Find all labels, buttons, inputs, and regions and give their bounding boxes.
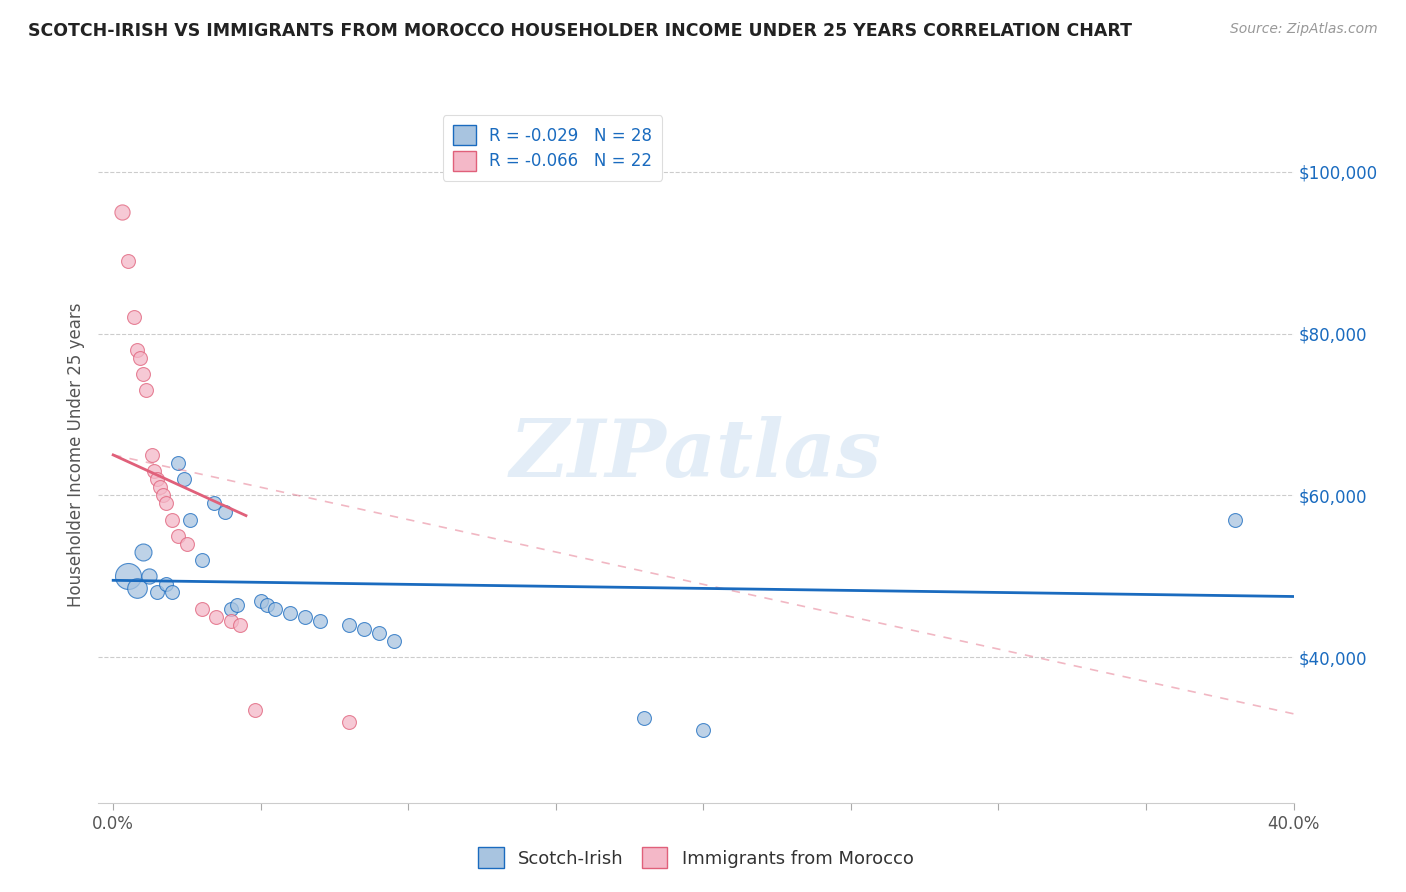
Point bbox=[219, 601, 242, 615]
Point bbox=[226, 598, 249, 612]
Point bbox=[141, 448, 163, 462]
Point bbox=[202, 496, 225, 510]
Point bbox=[214, 504, 236, 518]
Point bbox=[190, 553, 212, 567]
Point bbox=[155, 496, 177, 510]
Point bbox=[367, 626, 389, 640]
Point bbox=[160, 585, 183, 599]
Point bbox=[149, 480, 172, 494]
Point bbox=[1223, 513, 1246, 527]
Point bbox=[179, 513, 201, 527]
Point bbox=[122, 310, 145, 325]
Point bbox=[190, 601, 212, 615]
Point bbox=[692, 723, 714, 737]
Point bbox=[205, 609, 228, 624]
Point bbox=[176, 537, 198, 551]
Point bbox=[229, 617, 252, 632]
Point bbox=[138, 569, 160, 583]
Point bbox=[146, 585, 169, 599]
Point bbox=[131, 545, 153, 559]
Point bbox=[125, 582, 148, 596]
Point bbox=[243, 703, 266, 717]
Point bbox=[308, 614, 330, 628]
Point bbox=[117, 569, 139, 583]
Text: Source: ZipAtlas.com: Source: ZipAtlas.com bbox=[1230, 22, 1378, 37]
Point bbox=[128, 351, 150, 365]
Point bbox=[249, 593, 271, 607]
Point bbox=[143, 464, 166, 478]
Point bbox=[135, 383, 157, 397]
Point bbox=[219, 614, 242, 628]
Point bbox=[167, 529, 190, 543]
Point bbox=[125, 343, 148, 357]
Point bbox=[337, 617, 360, 632]
Point bbox=[353, 622, 375, 636]
Point bbox=[155, 577, 177, 591]
Point bbox=[256, 598, 278, 612]
Y-axis label: Householder Income Under 25 years: Householder Income Under 25 years bbox=[66, 302, 84, 607]
Point bbox=[111, 205, 134, 219]
Point bbox=[152, 488, 174, 502]
Point bbox=[167, 456, 190, 470]
Text: SCOTCH-IRISH VS IMMIGRANTS FROM MOROCCO HOUSEHOLDER INCOME UNDER 25 YEARS CORREL: SCOTCH-IRISH VS IMMIGRANTS FROM MOROCCO … bbox=[28, 22, 1132, 40]
Point bbox=[173, 472, 195, 486]
Point bbox=[264, 601, 287, 615]
Point bbox=[337, 714, 360, 729]
Point bbox=[294, 609, 316, 624]
Point bbox=[160, 513, 183, 527]
Text: ZIPatlas: ZIPatlas bbox=[510, 417, 882, 493]
Point bbox=[633, 711, 655, 725]
Point bbox=[382, 634, 405, 648]
Point bbox=[278, 606, 301, 620]
Legend: Scotch-Irish, Immigrants from Morocco: Scotch-Irish, Immigrants from Morocco bbox=[470, 838, 922, 877]
Point bbox=[146, 472, 169, 486]
Point bbox=[131, 367, 153, 381]
Point bbox=[117, 253, 139, 268]
